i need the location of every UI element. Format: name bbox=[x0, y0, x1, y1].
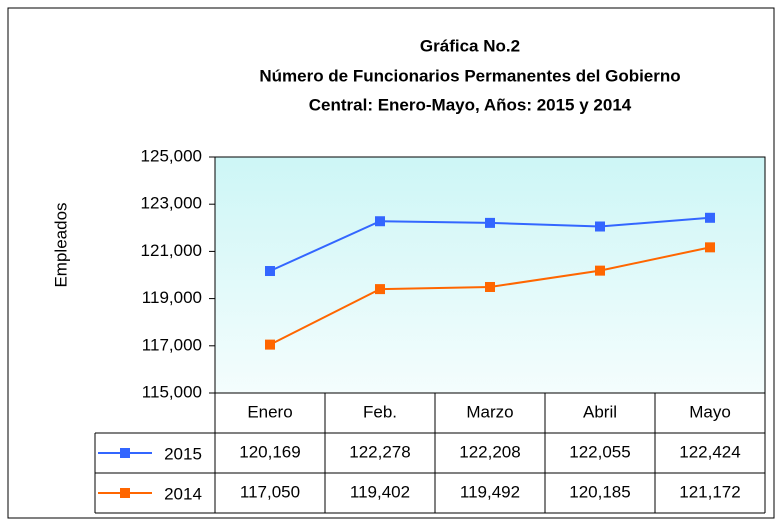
marker bbox=[595, 221, 605, 232]
y-axis-label: Empleados bbox=[51, 202, 70, 287]
table-cell: 120,185 bbox=[569, 482, 630, 501]
marker bbox=[705, 242, 715, 253]
marker bbox=[375, 216, 385, 227]
legend-label: 2015 bbox=[164, 444, 202, 463]
x-tick-label: Marzo bbox=[466, 402, 513, 421]
marker bbox=[595, 265, 605, 276]
y-tick-label: 117,000 bbox=[142, 335, 202, 354]
table-cell: 122,208 bbox=[459, 442, 520, 461]
marker bbox=[265, 339, 275, 350]
chart-title: Central: Enero-Mayo, Años: 2015 y 2014 bbox=[309, 95, 632, 114]
y-tick-label: 115,000 bbox=[142, 382, 202, 401]
legend-marker bbox=[120, 448, 130, 458]
y-tick-label: 125,000 bbox=[141, 146, 202, 165]
table-cell: 122,424 bbox=[679, 442, 740, 461]
y-tick-label: 121,000 bbox=[141, 241, 202, 260]
marker bbox=[485, 217, 495, 228]
legend-marker bbox=[120, 488, 130, 498]
chart-title: Número de Funcionarios Permanentes del G… bbox=[259, 66, 680, 85]
table-cell: 122,055 bbox=[569, 442, 630, 461]
x-tick-label: Feb. bbox=[363, 402, 397, 421]
table-cell: 121,172 bbox=[679, 482, 740, 501]
marker bbox=[485, 281, 495, 292]
x-tick-label: Enero bbox=[247, 402, 292, 421]
marker bbox=[265, 266, 275, 277]
marker bbox=[375, 284, 385, 295]
plot-area bbox=[214, 156, 766, 394]
y-tick-label: 119,000 bbox=[142, 288, 202, 307]
chart-title: Gráfica No.2 bbox=[420, 36, 520, 55]
x-tick-label: Mayo bbox=[689, 402, 731, 421]
table-cell: 119,492 bbox=[460, 482, 520, 501]
table-cell: 122,278 bbox=[349, 442, 410, 461]
y-tick-label: 123,000 bbox=[141, 194, 202, 213]
table-cell: 120,169 bbox=[239, 442, 300, 461]
legend-label: 2014 bbox=[164, 484, 202, 503]
table-cell: 117,050 bbox=[240, 482, 300, 501]
table-cell: 119,402 bbox=[350, 482, 410, 501]
x-tick-label: Abril bbox=[583, 402, 617, 421]
marker bbox=[705, 212, 715, 223]
